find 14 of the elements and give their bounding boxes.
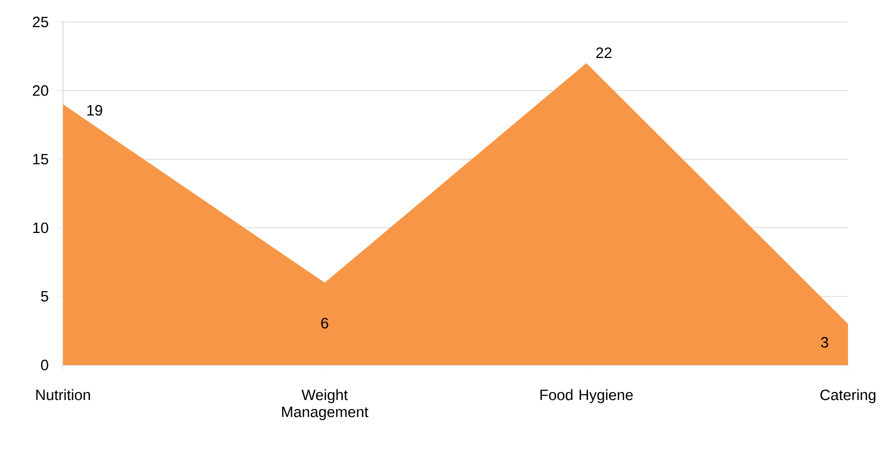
x-tick-label: Catering	[820, 389, 876, 404]
x-tick-label: Food Hygiene	[540, 389, 633, 404]
y-tick-label: 10	[33, 222, 48, 234]
x-tick-label: Nutrition	[36, 389, 90, 400]
y-tick-label: 20	[32, 85, 48, 96]
data-label: 6	[321, 318, 328, 328]
x-tick-label: Weight Management	[282, 389, 368, 420]
data-label: 3	[821, 337, 828, 348]
y-tick-label: 0	[41, 360, 48, 370]
data-label: 19	[87, 105, 102, 116]
y-tick-label: 5	[41, 291, 48, 302]
data-label: 22	[596, 47, 612, 58]
y-tick-label: 25	[32, 16, 48, 28]
y-tick-label: 15	[33, 154, 48, 164]
